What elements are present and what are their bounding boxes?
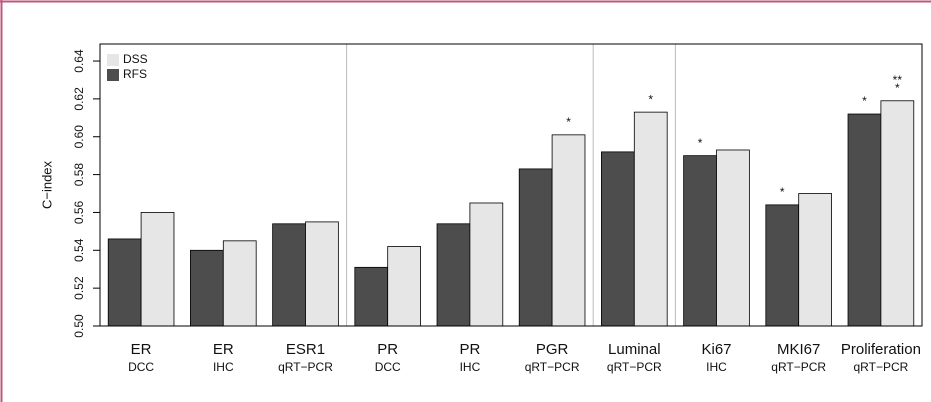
x-tick-label: PGR — [536, 341, 569, 358]
bar — [765, 204, 800, 327]
significance-marker: * — [698, 136, 703, 150]
significance-marker: * — [862, 94, 867, 108]
y-tick-label: 0.64 — [72, 49, 86, 73]
bar — [354, 266, 389, 327]
bar — [880, 100, 915, 327]
bar — [387, 246, 421, 327]
x-tick-label: MKI67 — [777, 341, 820, 358]
bar — [272, 223, 306, 327]
x-tick-sublabel: qRT−PCR — [771, 360, 826, 374]
bar — [518, 168, 553, 327]
legend-label: DSS — [123, 52, 148, 66]
y-axis-label: C−index — [39, 160, 54, 209]
y-tick-label: 0.58 — [72, 163, 86, 187]
x-tick-sublabel: qRT−PCR — [854, 360, 909, 374]
x-tick-label: ER — [213, 341, 234, 358]
y-tick-label: 0.56 — [72, 200, 86, 224]
y-tick-label: 0.60 — [72, 125, 86, 149]
legend-swatch — [107, 69, 119, 81]
bar — [798, 193, 832, 327]
y-tick-label: 0.52 — [72, 276, 86, 300]
bar — [222, 240, 257, 327]
x-tick-sublabel: qRT−PCR — [525, 360, 580, 374]
x-tick-sublabel: DCC — [128, 360, 154, 374]
bar — [601, 151, 635, 327]
bar — [469, 202, 504, 327]
x-tick-label: Luminal — [608, 341, 661, 358]
x-tick-label: ESR1 — [286, 341, 325, 358]
bar — [716, 149, 750, 327]
bar — [847, 113, 882, 327]
significance-marker: * — [566, 115, 571, 129]
plot-frame — [99, 43, 923, 327]
y-tick-label: 0.50 — [72, 314, 86, 338]
significance-marker: * — [648, 92, 653, 106]
bar — [551, 134, 586, 327]
bar — [190, 249, 224, 327]
bar — [107, 238, 142, 327]
x-tick-sublabel: IHC — [460, 360, 481, 374]
bar — [633, 111, 668, 327]
x-tick-label: Proliferation — [841, 341, 921, 358]
x-tick-label: PR — [459, 341, 480, 358]
x-tick-sublabel: IHC — [706, 360, 727, 374]
x-tick-sublabel: DCC — [375, 360, 401, 374]
bar — [683, 155, 717, 327]
legend-label: RFS — [123, 67, 147, 81]
legend-swatch — [107, 54, 119, 66]
x-tick-sublabel: qRT−PCR — [278, 360, 333, 374]
bar — [305, 221, 339, 327]
significance-marker: ** — [893, 73, 903, 87]
y-tick-label: 0.54 — [72, 238, 86, 262]
significance-marker: * — [780, 185, 785, 199]
y-tick-label: 0.62 — [72, 87, 86, 111]
x-tick-sublabel: IHC — [213, 360, 234, 374]
bar — [436, 223, 471, 327]
x-tick-label: ER — [131, 341, 152, 358]
significance-marker: * — [895, 81, 900, 95]
bar — [140, 212, 175, 327]
x-tick-sublabel: qRT−PCR — [607, 360, 662, 374]
x-tick-label: PR — [377, 341, 398, 358]
x-tick-label: Ki67 — [701, 341, 731, 358]
